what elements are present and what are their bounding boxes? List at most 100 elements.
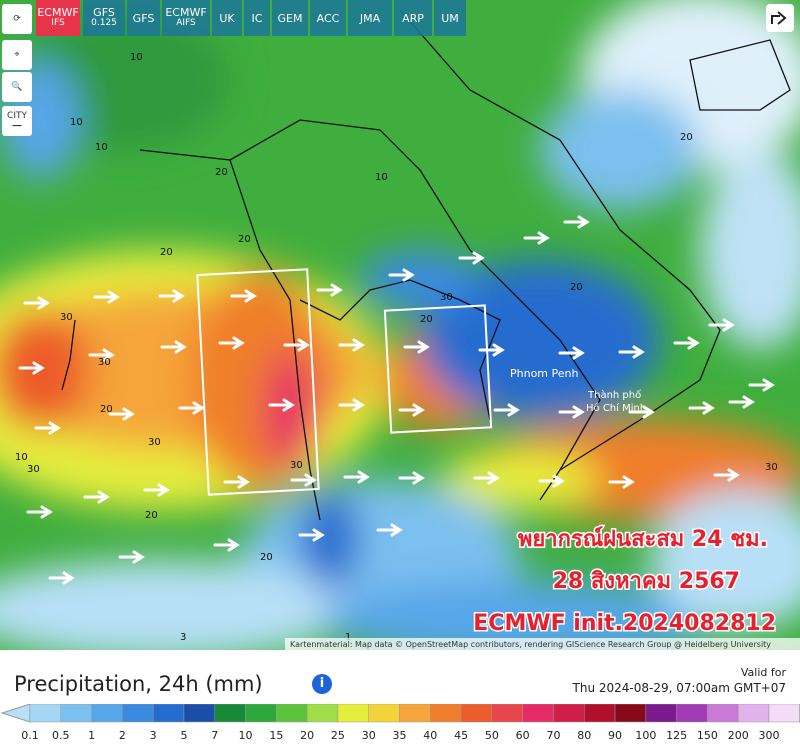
scale-swatch: [522, 704, 554, 723]
scale-label: 0.1: [21, 729, 39, 742]
overlay-line: 28 สิงหาคม 2567: [553, 569, 740, 594]
model-button[interactable]: ARP: [394, 0, 432, 36]
model-button[interactable]: GEM: [272, 0, 308, 36]
wind-arrow: [143, 483, 170, 497]
scale-label: 50: [485, 729, 499, 742]
wind-arrow: [458, 251, 485, 265]
model-label: ACC: [316, 11, 340, 25]
scale-swatch: [460, 704, 493, 723]
scale-label: 10: [239, 729, 253, 742]
model-button[interactable]: UM: [434, 0, 466, 36]
scale-swatch: [491, 704, 523, 723]
share-button[interactable]: [766, 4, 794, 32]
wind-arrow: [223, 475, 250, 489]
contour-label: 30: [27, 464, 40, 475]
map: 1010202020302030303020102030102020301310…: [0, 0, 800, 650]
scale-label: 3: [150, 729, 157, 742]
contour-label: 10: [130, 52, 143, 63]
place-label: Phnom Penh: [510, 367, 578, 380]
wind-arrow: [403, 340, 430, 354]
wind-arrow: [290, 473, 317, 487]
attribution-bg: [285, 638, 800, 650]
location-button[interactable]: ⌖: [2, 40, 32, 70]
wind-arrow: [83, 490, 110, 504]
scale-swatch: [276, 704, 308, 723]
wind-arrow: [478, 343, 505, 357]
wind-arrow: [728, 395, 755, 409]
scale-label: 60: [516, 729, 530, 742]
wind-arrow: [398, 403, 425, 417]
scale-swatch: [399, 704, 431, 723]
color-scale: 0.1 0.5 1 2 3 5 7 10 15 20 25 30 35 40 45 50 60 70 80 90 100…: [0, 704, 800, 742]
model-label: ECMWF: [165, 6, 207, 19]
model-button[interactable]: IC: [244, 0, 270, 36]
contour-label: 30: [765, 462, 778, 473]
wind-arrow: [268, 398, 295, 412]
contour-label: 20: [215, 167, 228, 178]
wind-arrow: [473, 471, 500, 485]
scale-swatch: [122, 704, 154, 723]
model-label: IFS: [51, 18, 65, 28]
model-button[interactable]: GFS 0.125: [83, 0, 125, 36]
contour-label: 20: [570, 282, 583, 293]
wind-arrow: [338, 338, 365, 352]
contour-label: 30: [148, 437, 161, 448]
wind-arrow: [23, 296, 50, 310]
model-button[interactable]: ECMWF IFS: [36, 0, 80, 36]
model-button[interactable]: ACC: [310, 0, 346, 36]
place-label: Hồ Chí Minh: [586, 402, 646, 414]
wind-arrow: [213, 538, 240, 552]
model-label: ARP: [402, 11, 424, 25]
city-strike: ―: [12, 121, 22, 131]
borders: [61, 9, 791, 521]
scale-swatch: [645, 704, 677, 723]
wind-arrow: [230, 289, 257, 303]
model-button[interactable]: ECMWF AIFS: [162, 0, 210, 36]
scale-label: 200: [728, 729, 749, 742]
overlay-line: พยากรณ์ฝนสะสม 24 ชม.: [518, 526, 768, 552]
contour-label: 10: [375, 172, 388, 183]
scale-swatch: [737, 704, 770, 723]
scale-swatch: [368, 704, 400, 723]
wind-arrow: [618, 345, 645, 359]
wind-arrow: [558, 346, 585, 360]
model-button[interactable]: JMA: [348, 0, 392, 36]
contour-label: 20: [238, 234, 251, 245]
scale-swatch: [337, 704, 369, 723]
scale-label: 30: [362, 729, 376, 742]
contour-label: 20: [420, 314, 433, 325]
model-label: JMA: [359, 11, 381, 25]
precip-field: [0, 0, 800, 650]
wind-arrow: [34, 421, 61, 435]
scale-label: 125: [666, 729, 687, 742]
scale-label: 1: [88, 729, 95, 742]
model-button[interactable]: GFS: [127, 0, 160, 36]
scale-label: 80: [577, 729, 591, 742]
info-button[interactable]: i: [312, 674, 332, 694]
model-label: IC: [251, 11, 263, 25]
contour-label: 10: [15, 452, 28, 463]
scale-swatch: [214, 704, 246, 723]
contour-label: 30: [290, 460, 303, 471]
overlay-line: ECMWF init.2024082812: [473, 611, 776, 636]
wind-arrow: [218, 336, 245, 350]
attribution: Kartenmaterial: Map data © OpenStreetMap…: [290, 640, 771, 649]
place-label: Thành phố: [587, 389, 641, 401]
model-button[interactable]: UK: [212, 0, 242, 36]
scale-label: 7: [211, 729, 218, 742]
refresh-button[interactable]: ⟳: [2, 4, 32, 34]
contour-label: 30: [440, 292, 453, 303]
zoom-button[interactable]: 🔍: [2, 72, 32, 102]
wind-arrow: [523, 231, 550, 245]
wind-arrow: [673, 336, 700, 350]
contour-label: 30: [98, 357, 111, 368]
scale-label: 15: [269, 729, 283, 742]
scale-swatch: [91, 704, 123, 723]
wind-arrow: [158, 289, 185, 303]
contour-label: 10: [70, 117, 83, 128]
scale-swatch: [768, 704, 800, 723]
city-button[interactable]: CITY ―: [2, 106, 32, 136]
valid-label: Valid for: [740, 666, 786, 679]
contour-label: 10: [95, 142, 108, 153]
